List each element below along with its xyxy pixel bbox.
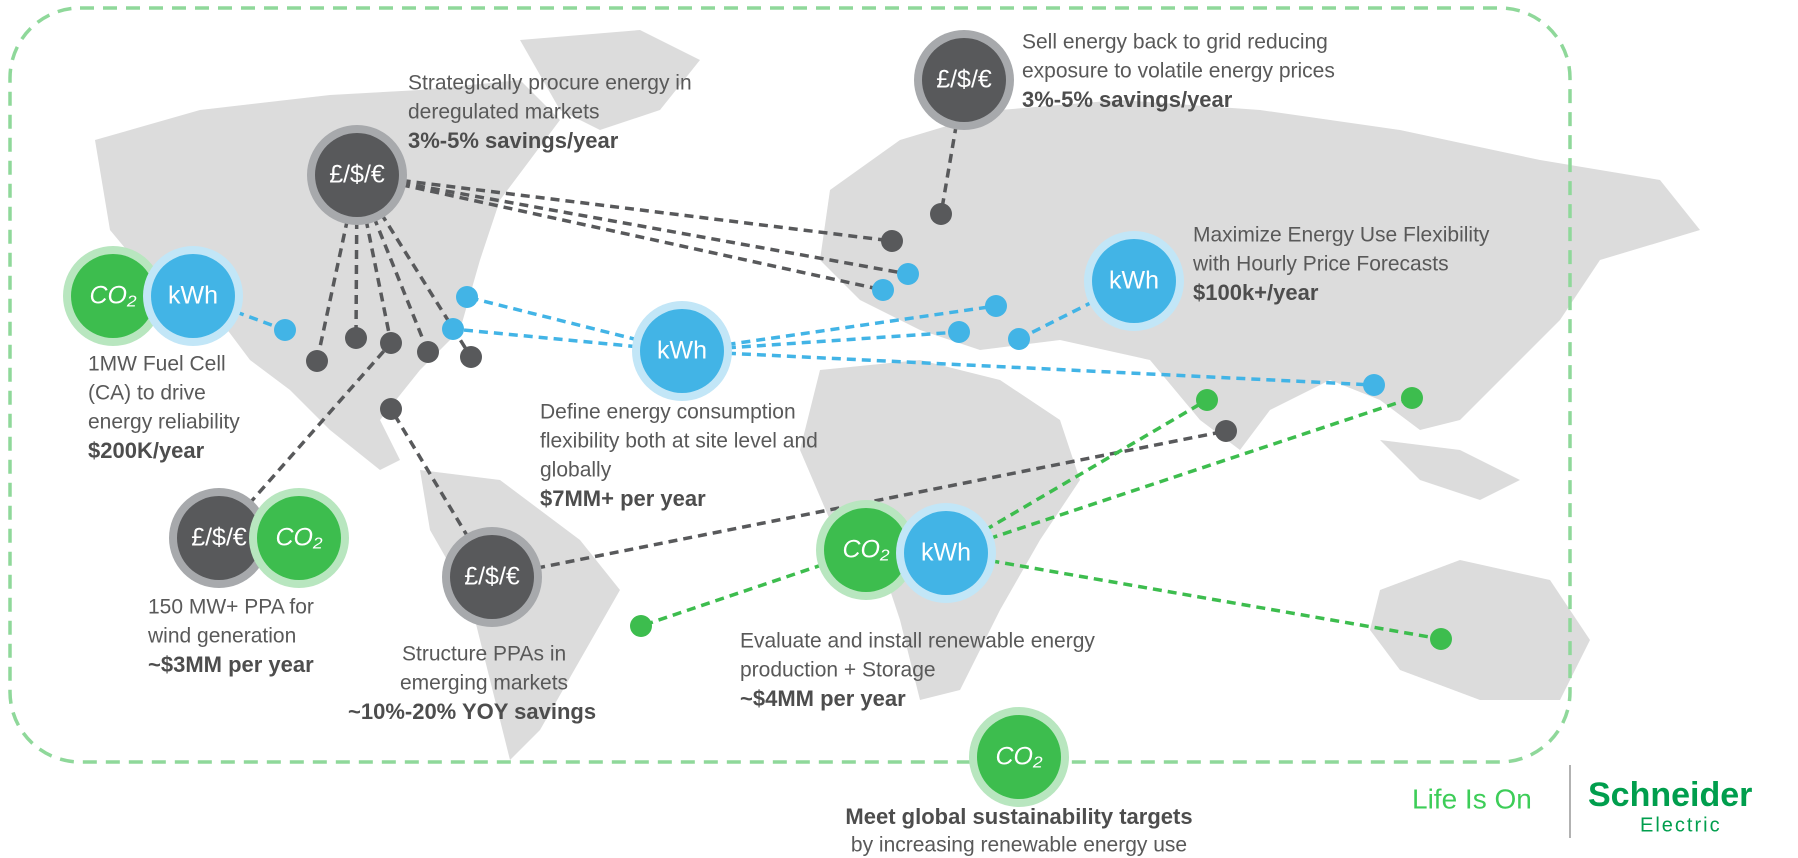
callout-highlight: ~$3MM per year	[148, 652, 314, 677]
logo-tagline: Life Is On	[1412, 783, 1532, 814]
badge	[151, 254, 235, 338]
site-dot	[630, 615, 652, 637]
site-dot	[985, 295, 1007, 317]
badge-label: kWh	[657, 337, 707, 365]
connector	[356, 173, 909, 276]
site-dot	[345, 327, 367, 349]
connector	[217, 341, 393, 540]
badge	[315, 133, 399, 217]
badge	[257, 496, 341, 580]
site-dot	[460, 346, 482, 368]
callout-line: deregulated markets	[408, 101, 599, 124]
footer-title: Meet global sustainability targets	[845, 804, 1192, 829]
site-dot	[1196, 389, 1218, 411]
badge	[71, 254, 155, 338]
connector	[491, 429, 1227, 579]
site-dot	[881, 230, 903, 252]
site-dot	[1008, 328, 1030, 350]
badge-label: CO₂	[995, 743, 1043, 771]
site-dot	[456, 286, 478, 308]
badge-label: kWh	[1109, 267, 1159, 295]
badge	[177, 496, 261, 580]
callout-line: (CA) to drive	[88, 382, 206, 405]
logo-sub: Electric	[1640, 814, 1722, 836]
callout-highlight: ~$4MM per year	[740, 686, 906, 711]
site-dot	[872, 279, 894, 301]
connector	[354, 174, 359, 339]
callout-highlight: 3%-5% savings/year	[408, 128, 619, 153]
site-dot	[1215, 420, 1237, 442]
callout-line: wind generation	[147, 625, 296, 648]
badge-label: CO₂	[89, 282, 137, 310]
connector	[945, 398, 1208, 555]
callout-line: Strategically procure energy in	[408, 72, 692, 95]
badge-label: kWh	[921, 539, 971, 567]
badge-label: £/$/€	[191, 524, 247, 552]
site-dot	[380, 332, 402, 354]
connector	[640, 548, 867, 628]
site-dot	[274, 319, 296, 341]
callout-highlight: $100k+/year	[1193, 280, 1319, 305]
badge	[904, 511, 988, 595]
badge-label: £/$/€	[329, 161, 385, 189]
logo-brand: Schneider	[1588, 776, 1752, 814]
site-dot	[948, 321, 970, 343]
site-dot	[1430, 628, 1452, 650]
footer-subtitle: by increasing renewable energy use	[851, 834, 1187, 857]
callout-line: Sell energy back to grid reducing	[1022, 31, 1328, 54]
site-dot	[380, 398, 402, 420]
site-dot	[930, 203, 952, 225]
callout-highlight: $200K/year	[88, 438, 205, 463]
callout-line: with Hourly Price Forecasts	[1192, 253, 1449, 276]
badge-label: CO₂	[275, 524, 323, 552]
badge-label: CO₂	[842, 536, 890, 564]
site-dot	[442, 318, 464, 340]
site-dot	[1401, 387, 1423, 409]
badge	[640, 309, 724, 393]
callout-highlight: ~10%-20% YOY savings	[348, 699, 596, 724]
badge-label: £/$/€	[464, 563, 520, 591]
badge-label: kWh	[168, 282, 218, 310]
site-dot	[897, 263, 919, 285]
callout-line: 1MW Fuel Cell	[88, 353, 226, 376]
callout-line: exposure to volatile energy prices	[1022, 60, 1335, 83]
connector	[945, 396, 1413, 555]
badge	[1092, 239, 1176, 323]
callout-highlight: $7MM+ per year	[540, 486, 706, 511]
callout-line: energy reliability	[88, 411, 240, 434]
callout-line: emerging markets	[400, 672, 568, 695]
connector	[681, 349, 1375, 387]
connector	[681, 304, 997, 353]
site-dot	[306, 350, 328, 372]
connector	[355, 174, 393, 344]
site-dot	[417, 341, 439, 363]
site-dot	[1363, 374, 1385, 396]
badge-label: £/$/€	[936, 66, 992, 94]
badge	[450, 535, 534, 619]
badge	[977, 715, 1061, 799]
callout-line: 150 MW+ PPA for	[148, 596, 314, 619]
callout-line: flexibility both at site level and	[540, 430, 818, 453]
badge	[824, 508, 908, 592]
badge	[922, 38, 1006, 122]
connector	[945, 551, 1442, 641]
callout-line: Structure PPAs in	[402, 643, 566, 666]
callout-line: Evaluate and install renewable energy	[740, 630, 1095, 653]
callout-line: Maximize Energy Use Flexibility	[1193, 224, 1490, 247]
callout-line: Define energy consumption	[540, 401, 796, 424]
callout-highlight: 3%-5% savings/year	[1022, 87, 1233, 112]
callout-line: globally	[540, 459, 612, 482]
callout-line: production + Storage	[740, 659, 936, 682]
